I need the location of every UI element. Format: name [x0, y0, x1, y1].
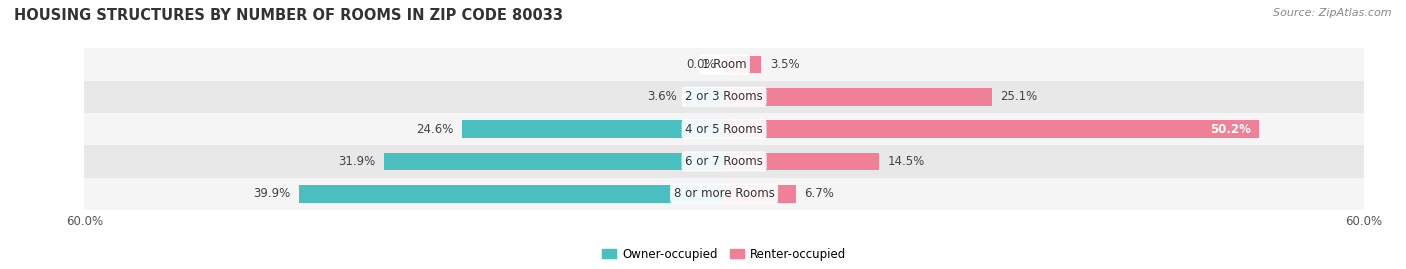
Bar — [384, 153, 724, 170]
Text: 2 or 3 Rooms: 2 or 3 Rooms — [685, 90, 763, 103]
Bar — [84, 178, 1364, 210]
Text: 6.7%: 6.7% — [804, 187, 834, 200]
Bar — [724, 153, 879, 170]
Text: 50.2%: 50.2% — [1211, 123, 1251, 136]
Text: 31.9%: 31.9% — [339, 155, 375, 168]
Bar — [84, 48, 1364, 81]
Bar — [84, 145, 1364, 178]
Bar — [298, 185, 724, 203]
Text: 4 or 5 Rooms: 4 or 5 Rooms — [685, 123, 763, 136]
Bar — [724, 120, 1260, 138]
Text: 0.0%: 0.0% — [686, 58, 716, 71]
Text: 6 or 7 Rooms: 6 or 7 Rooms — [685, 155, 763, 168]
Text: 3.6%: 3.6% — [647, 90, 678, 103]
Text: 24.6%: 24.6% — [416, 123, 453, 136]
Text: 39.9%: 39.9% — [253, 187, 290, 200]
Text: 1 Room: 1 Room — [702, 58, 747, 71]
Bar — [84, 113, 1364, 145]
Legend: Owner-occupied, Renter-occupied: Owner-occupied, Renter-occupied — [598, 243, 851, 265]
Text: HOUSING STRUCTURES BY NUMBER OF ROOMS IN ZIP CODE 80033: HOUSING STRUCTURES BY NUMBER OF ROOMS IN… — [14, 8, 562, 23]
Bar — [686, 88, 724, 106]
Text: 3.5%: 3.5% — [770, 58, 800, 71]
Text: 14.5%: 14.5% — [887, 155, 925, 168]
Text: Source: ZipAtlas.com: Source: ZipAtlas.com — [1274, 8, 1392, 18]
Bar — [461, 120, 724, 138]
Text: 8 or more Rooms: 8 or more Rooms — [673, 187, 775, 200]
Bar — [84, 81, 1364, 113]
Bar — [724, 185, 796, 203]
Bar — [724, 56, 762, 73]
Text: 25.1%: 25.1% — [1000, 90, 1038, 103]
Bar — [724, 88, 991, 106]
